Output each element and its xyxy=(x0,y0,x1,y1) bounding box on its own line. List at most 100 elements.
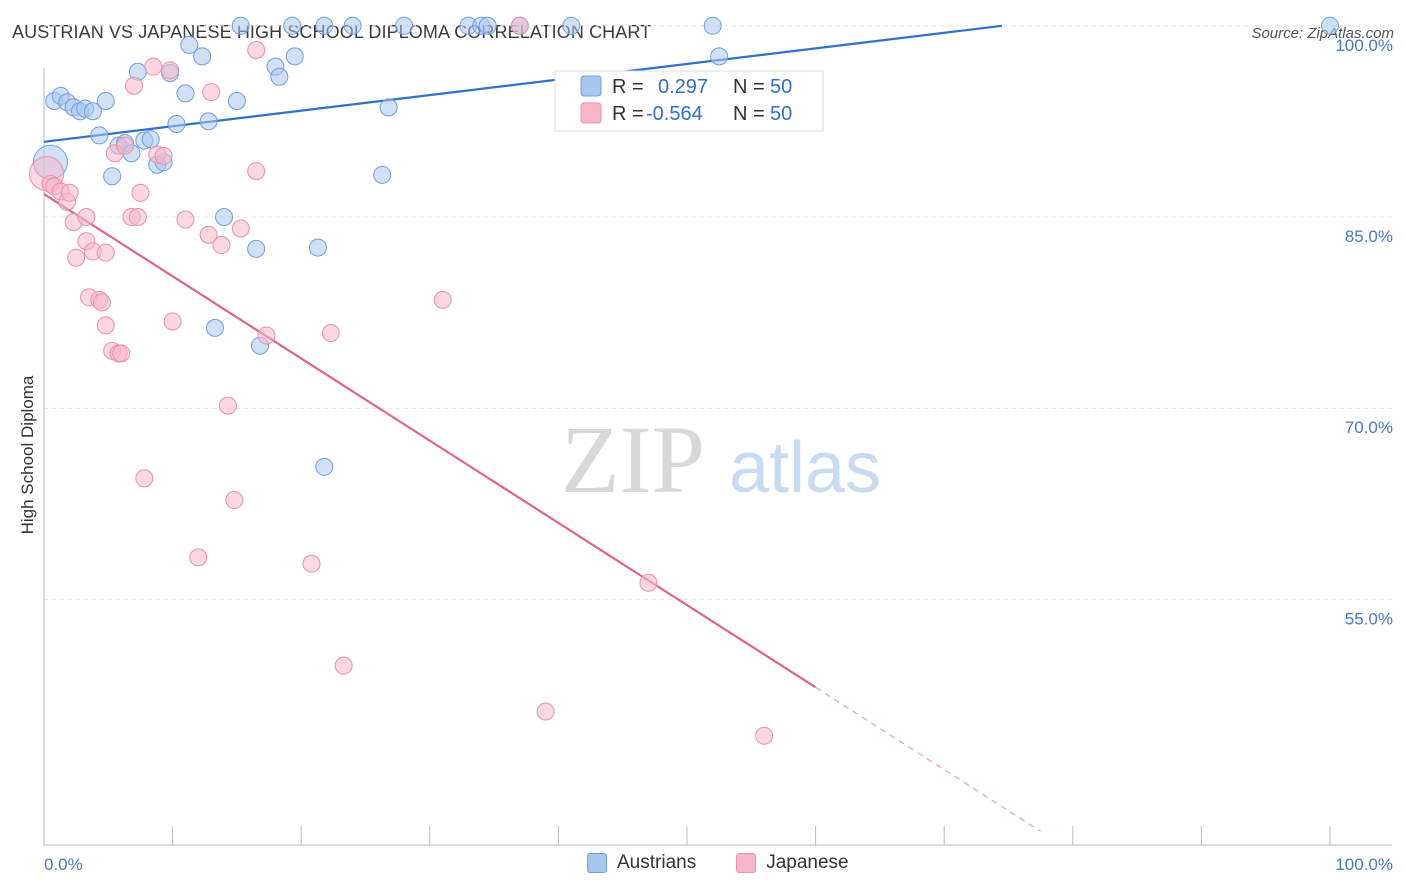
japanese-point xyxy=(125,76,144,95)
austrian-point xyxy=(141,130,160,149)
austrian-point xyxy=(1321,16,1339,35)
japanese-point xyxy=(144,57,163,76)
y-tick-labels: 55.0% 70.0% 85.0% 100.0% xyxy=(1335,36,1393,629)
austrian-point xyxy=(83,102,102,121)
japanese-point xyxy=(321,323,340,342)
japanese-point xyxy=(225,490,244,509)
x-tick-labels: 0.0% 100.0% xyxy=(44,855,1393,874)
japanese-point xyxy=(334,656,353,675)
data-points xyxy=(29,16,1339,745)
japanese-point xyxy=(112,344,131,363)
austrian-point xyxy=(395,16,414,35)
japanese-trend-extension xyxy=(815,686,1041,832)
japanese-point xyxy=(96,316,115,335)
austrian-point xyxy=(176,84,195,103)
austrian-point xyxy=(478,16,497,35)
stats-r-value-japanese: -0.564 xyxy=(646,103,703,125)
stats-n-value-japanese: 50 xyxy=(770,103,792,125)
watermark: ZIP atlas xyxy=(561,406,881,513)
japanese-point xyxy=(116,136,135,155)
legend-label-japanese: Japanese xyxy=(766,852,849,873)
watermark-zip: ZIP xyxy=(561,406,705,513)
austrian-point xyxy=(703,16,722,35)
austrian-point xyxy=(315,457,334,476)
japanese-point xyxy=(189,548,208,567)
japanese-point xyxy=(154,146,173,165)
japanese-point xyxy=(302,554,321,573)
japanese-point xyxy=(92,293,111,312)
austrian-point xyxy=(379,98,398,117)
source-label: Source: ZipAtlas.com xyxy=(1251,25,1394,42)
japanese-trend-line xyxy=(43,193,817,689)
austrian-point xyxy=(315,16,334,35)
japanese-point xyxy=(135,469,154,488)
stats-n-label-austrians: N = xyxy=(733,76,765,98)
axes xyxy=(43,68,1392,846)
japanese-point xyxy=(176,210,195,229)
y-tick-label: 100.0% xyxy=(1335,36,1393,55)
stats-swatch-austrians xyxy=(580,75,602,97)
legend-item-austrians[interactable]: Austrians xyxy=(587,852,696,874)
austrian-point xyxy=(90,126,109,145)
japanese-point xyxy=(161,61,180,80)
japanese-point xyxy=(257,326,276,345)
legend-label-austrians: Austrians xyxy=(617,852,697,873)
austrian-point xyxy=(283,16,302,35)
austrian-point xyxy=(270,67,289,86)
austrian-point xyxy=(710,47,729,66)
japanese-point xyxy=(128,207,147,226)
austrian-point xyxy=(562,16,581,35)
austrian-point xyxy=(343,16,362,35)
japanese-point xyxy=(247,41,266,60)
stats-swatch-japanese xyxy=(580,102,602,124)
legend-item-japanese[interactable]: Japanese xyxy=(736,852,849,874)
austrian-point xyxy=(96,92,115,111)
legend-swatch-austrians xyxy=(587,853,607,873)
austrian-point xyxy=(167,114,186,133)
japanese-point xyxy=(212,236,231,255)
stats-box: R = 0.297 N = 50 R = -0.564 N = 50 xyxy=(554,70,824,132)
legend: Austrians Japanese xyxy=(587,852,849,874)
stats-n-value-austrians: 50 xyxy=(770,76,792,98)
japanese-point xyxy=(218,396,237,415)
austrian-point xyxy=(308,238,327,257)
austrian-point xyxy=(373,165,392,184)
y-tick-label: 55.0% xyxy=(1345,609,1393,628)
japanese-point xyxy=(202,83,221,102)
japanese-point xyxy=(60,183,79,202)
austrian-point xyxy=(215,207,234,226)
y-tick-label: 70.0% xyxy=(1345,418,1393,437)
austrian-point xyxy=(193,47,212,66)
gridlines xyxy=(44,25,1392,600)
japanese-point xyxy=(536,702,555,721)
stats-n-label-japanese: N = xyxy=(733,103,765,125)
japanese-point xyxy=(433,290,452,309)
japanese-point xyxy=(510,16,529,35)
austrian-point xyxy=(231,16,250,35)
japanese-point xyxy=(67,248,86,267)
y-tick-label: 85.0% xyxy=(1345,227,1393,246)
austrian-point xyxy=(285,47,304,66)
japanese-point xyxy=(199,225,218,244)
japanese-point xyxy=(77,207,96,226)
japanese-point xyxy=(639,573,658,592)
japanese-point xyxy=(96,243,115,262)
x-tick-label: 100.0% xyxy=(1335,855,1393,874)
austrian-point xyxy=(206,318,225,337)
stats-r-value-austrians: 0.297 xyxy=(658,76,708,98)
stats-r-label-austrians: R = xyxy=(612,76,644,98)
austrian-point xyxy=(103,167,122,186)
x-tick-label: 0.0% xyxy=(44,855,83,874)
legend-swatch-japanese xyxy=(736,853,757,873)
austrian-point xyxy=(247,239,266,258)
japanese-point xyxy=(163,312,182,331)
japanese-point xyxy=(755,726,774,745)
watermark-atlas: atlas xyxy=(729,428,881,508)
austrian-point xyxy=(199,112,218,131)
austrian-point xyxy=(227,92,246,111)
japanese-point xyxy=(231,219,250,238)
austrian-point xyxy=(180,35,199,54)
stats-r-label-japanese: R = xyxy=(612,103,644,125)
japanese-point xyxy=(131,183,150,202)
